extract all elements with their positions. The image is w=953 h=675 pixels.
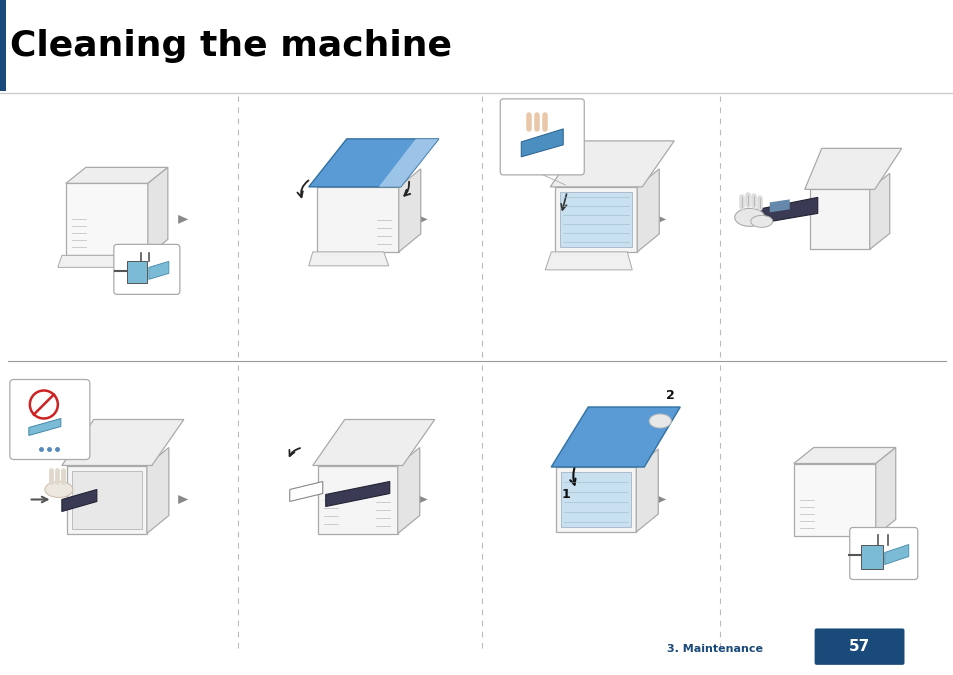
Polygon shape [656,495,665,504]
Polygon shape [555,187,637,252]
Polygon shape [551,407,679,467]
Polygon shape [875,448,895,535]
FancyBboxPatch shape [499,99,583,175]
Ellipse shape [734,209,764,226]
Bar [0,0,6,91]
Polygon shape [149,261,169,279]
Text: 3. Maintenance: 3. Maintenance [666,645,762,654]
Polygon shape [804,148,901,190]
Polygon shape [883,545,908,564]
Polygon shape [656,215,665,224]
Text: Cleaning the machine: Cleaning the machine [10,29,452,63]
Bar [860,545,882,568]
Polygon shape [62,419,184,466]
Polygon shape [769,199,789,213]
Polygon shape [560,472,631,527]
Polygon shape [178,495,188,504]
Polygon shape [67,466,147,533]
Polygon shape [869,173,889,249]
Polygon shape [398,169,420,252]
Polygon shape [309,252,388,266]
Polygon shape [316,187,398,252]
Polygon shape [637,169,659,252]
Polygon shape [556,467,636,532]
Polygon shape [309,139,438,187]
Polygon shape [66,167,168,184]
Ellipse shape [649,414,671,428]
Polygon shape [417,215,427,224]
Text: 2: 2 [665,389,675,402]
Polygon shape [313,419,435,466]
Polygon shape [29,418,61,435]
Polygon shape [148,167,168,255]
Polygon shape [290,481,322,502]
Bar [127,261,147,284]
FancyBboxPatch shape [849,527,917,580]
Polygon shape [793,464,875,535]
FancyBboxPatch shape [10,379,90,460]
Polygon shape [636,449,658,532]
Polygon shape [378,139,438,187]
Polygon shape [147,448,169,533]
Polygon shape [809,190,869,249]
Polygon shape [62,489,97,512]
FancyBboxPatch shape [814,628,903,665]
Polygon shape [71,470,142,529]
Ellipse shape [750,215,772,227]
Polygon shape [545,252,632,270]
Polygon shape [397,448,419,533]
Polygon shape [325,481,390,506]
Text: 57: 57 [848,639,869,654]
Polygon shape [559,192,632,247]
Polygon shape [550,141,674,187]
FancyBboxPatch shape [113,244,180,294]
Text: 1: 1 [560,487,569,500]
Ellipse shape [45,481,72,497]
Polygon shape [58,255,142,267]
Polygon shape [178,215,188,224]
Polygon shape [417,495,427,504]
Polygon shape [317,466,397,533]
Polygon shape [66,184,148,255]
Polygon shape [793,448,895,464]
Polygon shape [747,197,817,225]
Polygon shape [520,129,562,157]
